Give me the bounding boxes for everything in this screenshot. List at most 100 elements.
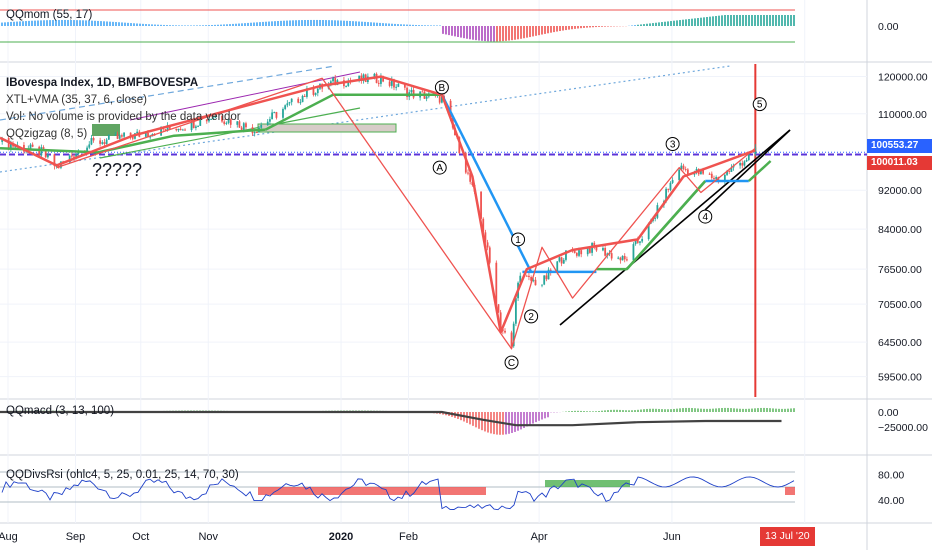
x-tick-label: Feb [399, 531, 418, 543]
candle-body [393, 79, 395, 88]
candle-body [665, 188, 667, 202]
price-pane[interactable]: A B C 1 2 3 4 5 [0, 64, 867, 397]
macd-line [0, 410, 782, 427]
candle-body [345, 86, 348, 88]
candle-body [556, 261, 559, 273]
qqmom-legend[interactable]: QQmom (55, 17) [6, 9, 93, 21]
candle-body [68, 155, 71, 162]
candle-body [266, 121, 269, 126]
candle-body [160, 126, 162, 136]
x-tick-label: Sep [66, 531, 86, 543]
candle-body [617, 257, 620, 259]
candle-body [358, 75, 361, 81]
candle-body [299, 102, 302, 104]
candle-body [745, 159, 748, 162]
candle-body [373, 73, 376, 77]
price-tick-label: 92000.00 [878, 185, 922, 197]
candle-body [382, 75, 385, 82]
candle-body [458, 137, 461, 154]
vol-note: Vol: No volume is provided by the data v… [6, 111, 241, 123]
price-tick-label: 64500.00 [878, 337, 922, 349]
wave-label-circle [432, 160, 447, 175]
candle-body [210, 118, 213, 120]
candle-body [147, 133, 149, 137]
wave-label: 5 [757, 100, 763, 111]
question-annotation: ????? [92, 160, 143, 180]
candle-body [425, 96, 428, 99]
candle-body [245, 123, 247, 128]
rsi-tick-label: 80.00 [878, 470, 904, 482]
candle-body [406, 87, 408, 97]
zigzag-legend[interactable]: QQzigzag (8, 5) [6, 128, 88, 140]
candle-body [103, 142, 106, 145]
zone-box-small [92, 124, 120, 136]
vma-line-up-4 [596, 180, 707, 271]
axes: AugSepOctNov2020FebAprJunAug120000.00110… [0, 21, 928, 543]
candle-body [390, 79, 393, 86]
candle-body [46, 154, 49, 158]
channel-line-lower [559, 129, 791, 326]
vma-line-up-1 [0, 128, 266, 154]
candle-body [610, 253, 613, 259]
candle-body [9, 144, 12, 149]
candle-body [726, 170, 728, 175]
candle-body [728, 170, 731, 172]
rsi-line [1, 476, 795, 511]
candle-body [101, 142, 104, 144]
candle-body [710, 173, 713, 178]
rsi-bull-zone [545, 480, 630, 487]
candle-body [471, 181, 474, 186]
wave-label: 1 [515, 235, 521, 246]
candle-body [303, 95, 306, 97]
candle-body [708, 173, 711, 175]
xtl-legend[interactable]: XTL+VMA (35, 37, 6, close) [6, 94, 147, 106]
candle-body [184, 129, 186, 131]
candle-body [190, 120, 193, 131]
qqmom-pane [0, 9, 795, 43]
rsi-tick-label: 40.00 [878, 495, 904, 507]
candle-body [347, 80, 350, 87]
candle-body [586, 248, 589, 255]
candle-body [290, 98, 293, 103]
rsi-legend[interactable]: QQDivsRsi (ohlc4, 5, 25, 0.01, 25, 14, 7… [6, 469, 239, 481]
candle-body [639, 241, 641, 243]
candle-body [334, 78, 337, 86]
candle-body [488, 247, 491, 263]
candle-body [717, 177, 720, 182]
candle-body [528, 275, 530, 278]
wave-label: 4 [702, 212, 708, 223]
wave-label: 3 [670, 139, 676, 150]
candle-body [380, 75, 382, 84]
candle-body [236, 121, 239, 125]
candle-body [225, 122, 228, 124]
candle-body [641, 239, 644, 242]
wave-label-circle [752, 97, 767, 112]
candle-body [92, 138, 95, 141]
macd-legend[interactable]: QQmacd (3, 13, 100) [6, 405, 115, 417]
candle-body [70, 155, 73, 157]
candle-body [667, 188, 670, 190]
candle-body [253, 132, 256, 134]
macd-tick-label: −25000.00 [878, 422, 928, 434]
candle-body [619, 257, 622, 261]
candle-body [149, 136, 152, 138]
candle-body [547, 269, 550, 280]
candle-body [99, 140, 102, 144]
rsi-pane [0, 471, 795, 511]
candle-body [329, 81, 332, 84]
x-tick-label: Nov [198, 531, 218, 543]
macd-pane [0, 407, 795, 435]
candle-body [214, 115, 217, 118]
candle-body [532, 279, 535, 281]
candle-body [525, 275, 528, 277]
main-title: IBovespa Index, 1D, BMFBOVESPA [6, 77, 199, 89]
candle-body [545, 275, 548, 280]
wave-label-circle [524, 309, 539, 324]
candle-body [31, 144, 34, 147]
candle-body [410, 89, 413, 93]
candle-body [575, 252, 578, 256]
candle-body [53, 154, 56, 167]
candle-body [686, 169, 689, 175]
price-tick-label: 120000.00 [878, 72, 928, 84]
